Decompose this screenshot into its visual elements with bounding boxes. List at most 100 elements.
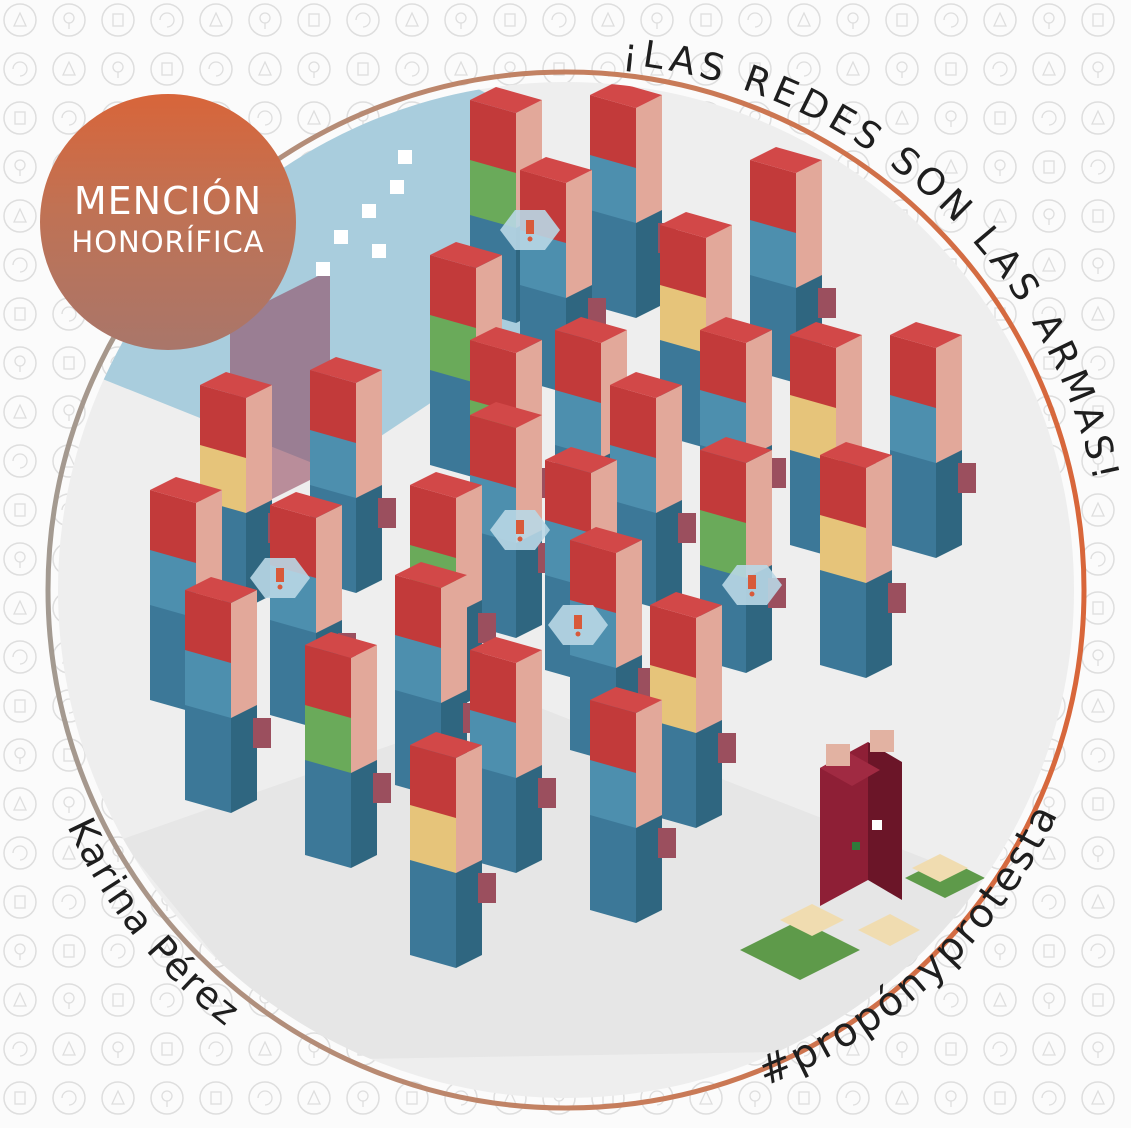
- recycle-icon: [934, 1032, 968, 1066]
- protester-figure: [650, 592, 736, 828]
- building-wall: [80, 82, 540, 470]
- hand-icon: [934, 983, 968, 1017]
- recycle-icon: [1032, 836, 1066, 870]
- phone-alerts: [250, 210, 782, 645]
- bicycle-icon: [934, 52, 968, 86]
- bicycle-icon: [3, 885, 37, 919]
- businessman-figure: [820, 730, 902, 906]
- recycle-icon: [885, 101, 919, 135]
- fist-icon: [3, 444, 37, 478]
- recycle-icon: [3, 395, 37, 429]
- tree-icon: [3, 199, 37, 233]
- badge-line-1: MENCIÓN: [73, 179, 263, 223]
- recycle-icon: [836, 52, 870, 86]
- house-icon: [3, 836, 37, 870]
- fist-icon: [3, 738, 37, 772]
- hand-icon: [542, 3, 576, 37]
- tree-icon: [199, 983, 233, 1017]
- house-icon: [248, 1081, 282, 1115]
- recycle-icon: [3, 101, 37, 135]
- hand-icon: [3, 934, 37, 968]
- bicycle-icon: [1032, 150, 1066, 184]
- protester-figure: [890, 322, 976, 558]
- house-icon: [1081, 1032, 1115, 1066]
- tree-icon: [1081, 983, 1115, 1017]
- fist-icon: [150, 3, 184, 37]
- protester-figure: [590, 82, 676, 318]
- house-icon: [52, 885, 86, 919]
- bicycle-icon: [52, 934, 86, 968]
- fist-icon: [3, 1032, 37, 1066]
- badge-line-2: HONORÍFICA: [71, 225, 265, 259]
- hand-icon: [248, 3, 282, 37]
- hand-icon: [1032, 199, 1066, 233]
- hand-icon: [3, 640, 37, 674]
- tree-icon: [836, 1032, 870, 1066]
- hand-icon: [983, 1032, 1017, 1066]
- recycle-icon: [101, 1081, 135, 1115]
- fist-icon: [983, 248, 1017, 282]
- protester-figure: [305, 632, 391, 868]
- bicycle-icon: [885, 3, 919, 37]
- house-icon: [395, 52, 429, 86]
- fist-icon: [3, 150, 37, 184]
- house-icon: [1032, 983, 1066, 1017]
- tree-icon: [3, 787, 37, 821]
- bicycle-icon: [1081, 199, 1115, 233]
- fist-icon: [1032, 297, 1066, 331]
- house-icon: [346, 3, 380, 37]
- house-icon: [3, 248, 37, 282]
- fist-icon: [934, 1081, 968, 1115]
- recycle-icon: [1081, 3, 1115, 37]
- house-icon: [1081, 444, 1115, 478]
- house-icon: [52, 3, 86, 37]
- house-icon: [934, 3, 968, 37]
- bicycle-icon: [3, 591, 37, 625]
- fist-icon: [934, 199, 968, 233]
- hand-icon: [3, 346, 37, 380]
- tree-icon: [52, 836, 86, 870]
- bicycle-icon: [52, 52, 86, 86]
- recycle-icon: [983, 199, 1017, 233]
- hand-icon: [1081, 836, 1115, 870]
- hand-icon: [297, 52, 331, 86]
- bicycle-icon: [3, 3, 37, 37]
- phone-alert-icon: [250, 558, 310, 598]
- fist-icon: [885, 150, 919, 184]
- recycle-icon: [297, 101, 331, 135]
- outer-ring: [45, 69, 1087, 1111]
- recycle-icon: [1081, 885, 1115, 919]
- fist-icon: [1081, 934, 1115, 968]
- protester-figure: [820, 442, 906, 678]
- house-icon: [101, 934, 135, 968]
- bicycle-icon: [787, 1081, 821, 1115]
- crowd-group: [150, 82, 976, 968]
- recycle-icon: [493, 3, 527, 37]
- wall-windows: [316, 150, 412, 276]
- protester-figure: [185, 577, 271, 813]
- tree-icon: [150, 934, 184, 968]
- recycle-icon: [3, 983, 37, 1017]
- house-icon: [1032, 101, 1066, 135]
- tree-icon: [248, 1032, 282, 1066]
- recycle-icon: [1032, 248, 1066, 282]
- hand-icon: [934, 101, 968, 135]
- recycle-icon: [689, 1081, 723, 1115]
- house-icon: [836, 1081, 870, 1115]
- house-icon: [3, 542, 37, 576]
- bicycle-icon: [101, 983, 135, 1017]
- recycle-icon: [52, 1032, 86, 1066]
- tree-icon: [1081, 101, 1115, 135]
- house-icon: [640, 3, 674, 37]
- bicycle-icon: [52, 346, 86, 380]
- fist-icon: [346, 1081, 380, 1115]
- phone-alert-icon: [722, 565, 782, 605]
- bicycle-icon: [983, 101, 1017, 135]
- bicycle-icon: [3, 297, 37, 331]
- fist-icon: [1081, 346, 1115, 380]
- tree-icon: [738, 52, 772, 86]
- bicycle-icon: [346, 52, 380, 86]
- fist-icon: [52, 787, 86, 821]
- hand-icon: [52, 101, 86, 135]
- protester-figure: [700, 437, 786, 673]
